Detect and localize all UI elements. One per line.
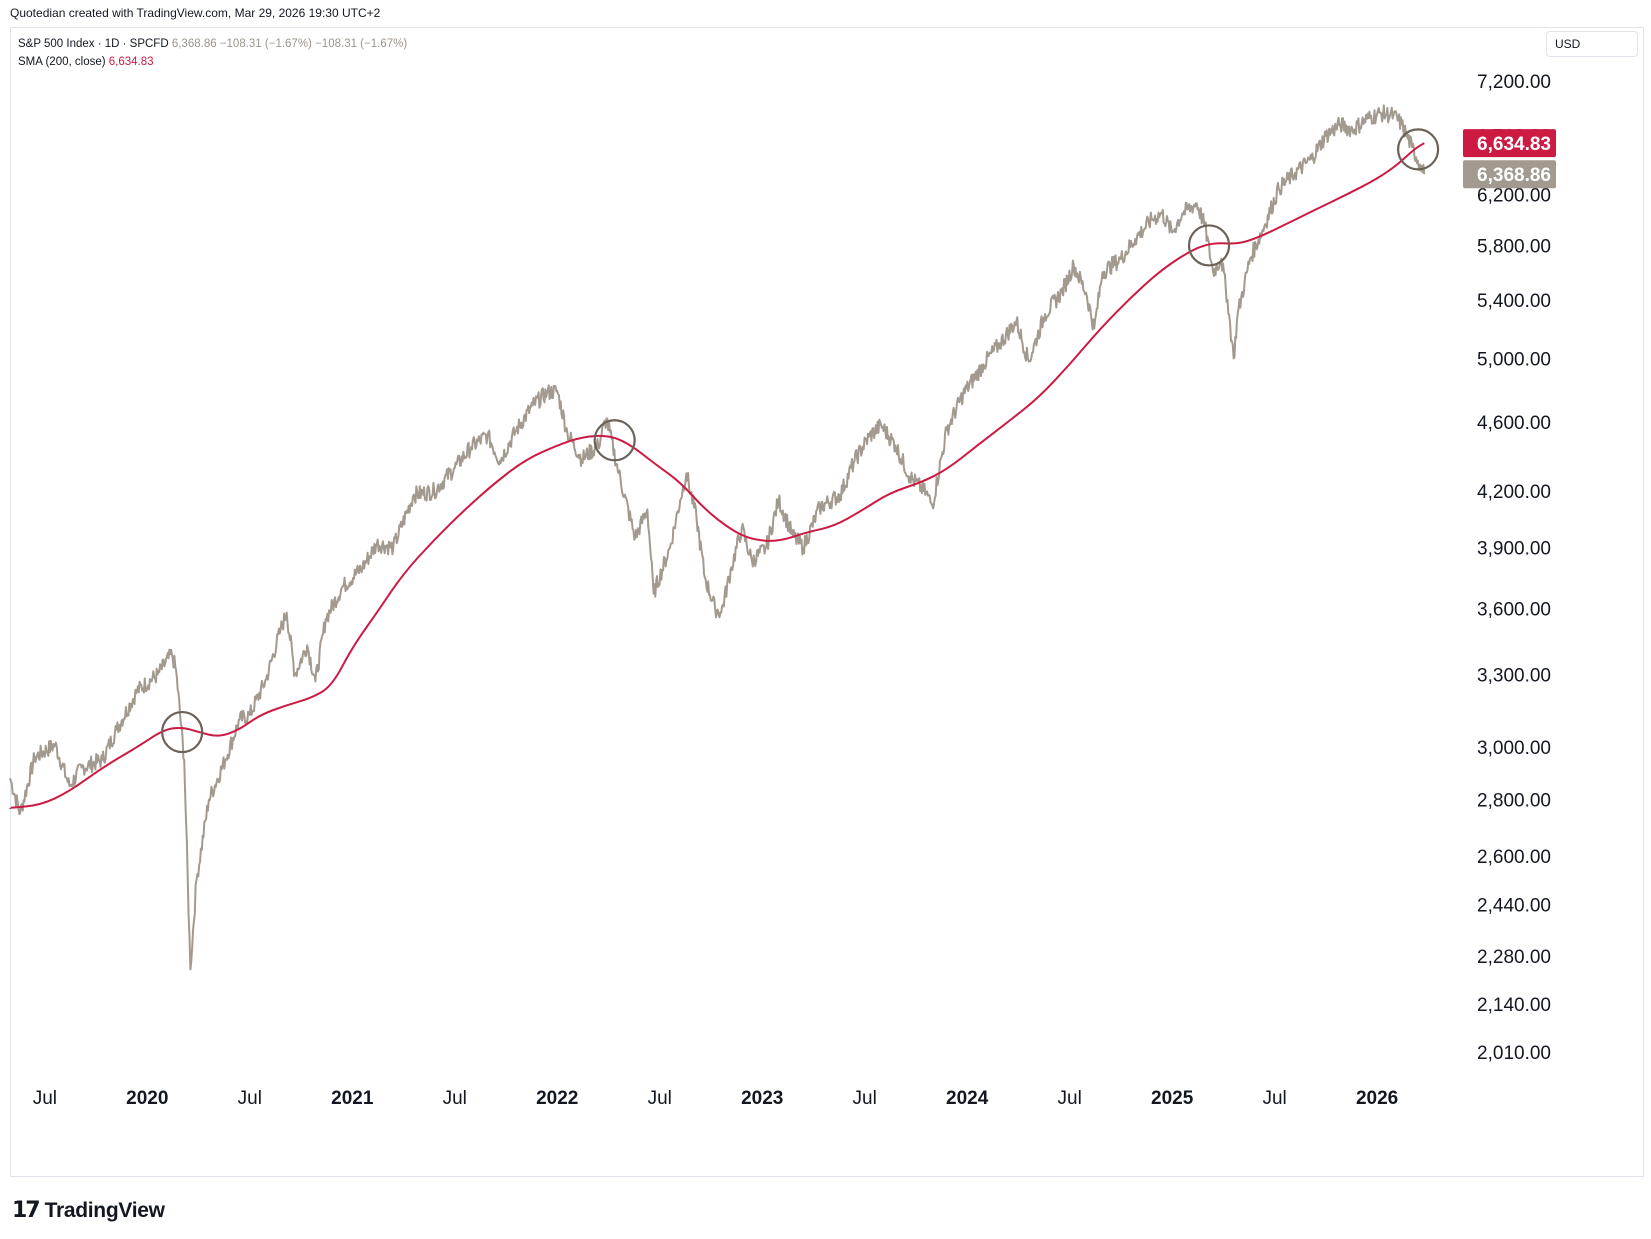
x-tick-label: Jul xyxy=(648,1088,672,1109)
x-tick-label: 2024 xyxy=(946,1088,989,1109)
y-tick-label: 2,010.00 xyxy=(1477,1043,1551,1064)
chart-frame xyxy=(10,27,1644,1177)
legend-sma-value: 6,634.83 xyxy=(108,56,154,68)
currency-button[interactable]: USD xyxy=(1546,31,1638,57)
legend-row-main[interactable]: S&P 500 Index · 1D · SPCFD 6,368.86 −108… xyxy=(18,35,407,53)
legend-series-value: 6,368.86 xyxy=(171,38,217,50)
y-tick-label: 3,000.00 xyxy=(1477,738,1551,759)
y-tick-label: 3,300.00 xyxy=(1477,666,1551,687)
y-tick-label: 7,200.00 xyxy=(1477,72,1551,93)
x-tick-label: 2021 xyxy=(331,1088,374,1109)
x-tick-label: Jul xyxy=(1262,1088,1286,1109)
y-tick-label: 3,600.00 xyxy=(1477,599,1551,620)
attribution-text: Quotedian created with TradingView.com, … xyxy=(10,6,381,20)
annotation-circles xyxy=(161,128,1440,754)
y-tick-label: 6,200.00 xyxy=(1477,186,1551,207)
x-tick-label: Jul xyxy=(443,1088,467,1109)
series-lines xyxy=(9,104,1426,971)
tradingview-logo-icon: 17 xyxy=(12,1198,41,1223)
x-tick-label: 2023 xyxy=(741,1088,783,1109)
legend-row-sma[interactable]: SMA (200, close) 6,634.83 xyxy=(18,53,407,71)
sma-series-line xyxy=(9,142,1425,809)
x-tick-label: 2020 xyxy=(126,1088,168,1109)
price-tag: 6,634.83 xyxy=(1463,129,1556,158)
y-tick-label: 5,000.00 xyxy=(1477,349,1551,370)
x-tick-label: 2026 xyxy=(1356,1088,1398,1109)
x-tick-label: 2025 xyxy=(1151,1088,1194,1109)
legend-series-label: S&P 500 Index · 1D · SPCFD xyxy=(18,38,169,50)
y-tick-label: 5,800.00 xyxy=(1477,236,1551,257)
y-tick-label: 5,400.00 xyxy=(1477,291,1551,312)
price-tag-background xyxy=(1463,160,1556,189)
x-tick-label: Jul xyxy=(1058,1088,1082,1109)
tradingview-logo[interactable]: 17 TradingView xyxy=(12,1198,165,1223)
y-axis: 7,200.006,700.006,200.005,800.005,400.00… xyxy=(1477,72,1551,1064)
annotation-circle xyxy=(1187,224,1231,267)
price-series-line xyxy=(9,104,1426,971)
y-tick-label: 2,140.00 xyxy=(1477,995,1551,1016)
y-tick-label: 2,440.00 xyxy=(1477,895,1551,916)
price-tag-label: 6,634.83 xyxy=(1477,134,1551,155)
x-tick-label: Jul xyxy=(238,1088,262,1109)
price-tag-background xyxy=(1463,129,1556,158)
y-tick-label: 3,900.00 xyxy=(1477,538,1551,559)
y-tick-label: 4,200.00 xyxy=(1477,482,1551,503)
x-axis: Jul 2020 Jul 2021 Jul 2022 Jul 2023 Jul 2024 Jul 20… xyxy=(33,1088,1399,1109)
price-tag-label: 6,368.86 xyxy=(1477,165,1551,186)
y-tick-label: 2,600.00 xyxy=(1477,847,1551,868)
tradingview-logo-text: TradingView xyxy=(44,1198,165,1222)
x-tick-label: Jul xyxy=(33,1088,57,1109)
legend-series-change-2: −108.31 (−1.67%) xyxy=(315,38,408,50)
y-tick-label: 4,600.00 xyxy=(1477,413,1551,434)
y-tick-label: 2,800.00 xyxy=(1477,791,1551,812)
price-tag: 6,368.86 xyxy=(1463,160,1556,189)
x-tick-label: 2022 xyxy=(536,1088,578,1109)
x-tick-label: Jul xyxy=(853,1088,877,1109)
legend-sma-label: SMA (200, close) xyxy=(18,56,106,68)
y-tick-label: 2,280.00 xyxy=(1477,947,1551,968)
chart-legend: S&P 500 Index · 1D · SPCFD 6,368.86 −108… xyxy=(18,35,407,71)
annotation-circle xyxy=(1397,128,1440,171)
annotation-circle xyxy=(161,710,204,754)
price-tags: 6,634.83 6,368.86 xyxy=(1463,129,1556,189)
legend-series-change: −108.31 (−1.67%) xyxy=(219,38,312,50)
annotation-circle xyxy=(593,419,636,462)
